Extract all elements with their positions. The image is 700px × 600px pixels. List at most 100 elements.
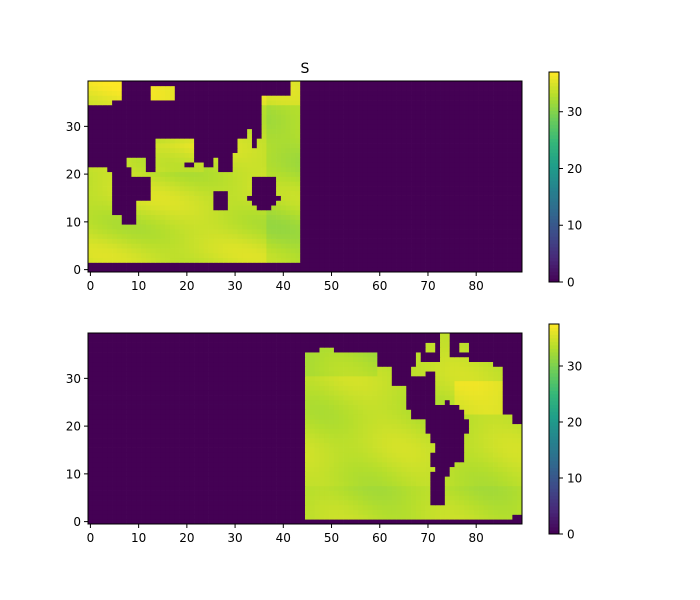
heatmap-cell bbox=[174, 186, 180, 192]
heatmap-cell bbox=[358, 252, 364, 259]
heatmap-cell bbox=[473, 238, 479, 244]
heatmap-cell bbox=[213, 452, 219, 458]
heatmap-cell bbox=[488, 209, 494, 216]
heatmap-cell bbox=[348, 238, 354, 244]
heatmap-cell bbox=[440, 229, 446, 235]
heatmap-cell bbox=[213, 224, 219, 230]
heatmap-cell bbox=[362, 229, 369, 235]
heatmap-cell bbox=[507, 267, 513, 273]
heatmap-cell bbox=[411, 514, 417, 520]
heatmap-cell bbox=[150, 514, 156, 520]
heatmap-cell bbox=[198, 81, 205, 87]
heatmap-cell bbox=[314, 229, 320, 235]
heatmap-cell bbox=[300, 181, 306, 187]
heatmap-cell bbox=[507, 205, 513, 211]
heatmap-cell bbox=[203, 104, 209, 111]
heatmap-cell bbox=[271, 109, 277, 115]
heatmap-cell bbox=[348, 224, 354, 230]
heatmap-cell bbox=[136, 190, 142, 196]
heatmap-cell bbox=[300, 519, 306, 525]
heatmap-cell bbox=[488, 152, 494, 158]
heatmap-cell bbox=[145, 224, 152, 230]
heatmap-cell bbox=[314, 109, 320, 115]
heatmap-cell bbox=[386, 100, 393, 106]
heatmap-cell bbox=[97, 481, 103, 487]
heatmap-cell bbox=[488, 147, 494, 153]
heatmap-cell bbox=[131, 195, 137, 201]
heatmap-cell bbox=[271, 504, 277, 511]
heatmap-cell bbox=[150, 257, 156, 263]
colorbar-segment bbox=[549, 187, 559, 192]
heatmap-cell bbox=[305, 243, 311, 249]
heatmap-cell bbox=[367, 95, 373, 101]
heatmap-cell bbox=[435, 500, 441, 506]
heatmap-cell bbox=[497, 509, 504, 515]
heatmap-cell bbox=[280, 252, 287, 259]
heatmap-cell bbox=[88, 147, 94, 153]
heatmap-cell bbox=[92, 452, 98, 458]
heatmap-cell bbox=[425, 166, 431, 173]
heatmap-cell bbox=[300, 514, 306, 520]
heatmap-cell bbox=[266, 490, 272, 496]
heatmap-cell bbox=[512, 186, 518, 192]
heatmap-cell bbox=[415, 205, 422, 211]
heatmap-cell bbox=[430, 233, 436, 239]
heatmap-cell bbox=[141, 138, 147, 144]
heatmap-cell bbox=[218, 200, 224, 206]
heatmap-cell bbox=[174, 181, 180, 187]
heatmap-cell bbox=[372, 238, 378, 244]
heatmap-cell bbox=[266, 509, 272, 515]
heatmap-cell bbox=[454, 243, 460, 249]
heatmap-cell bbox=[107, 166, 113, 173]
heatmap-cell bbox=[300, 119, 306, 125]
heatmap-cell bbox=[88, 500, 94, 506]
heatmap-cell bbox=[150, 157, 156, 163]
heatmap-cell bbox=[203, 138, 209, 144]
heatmap-cell bbox=[507, 143, 513, 149]
heatmap-cell bbox=[493, 143, 499, 149]
heatmap-cell bbox=[507, 133, 513, 139]
heatmap-cell bbox=[430, 138, 436, 144]
heatmap-cell bbox=[102, 461, 108, 468]
heatmap-cell bbox=[372, 504, 378, 511]
heatmap-cell bbox=[473, 138, 479, 144]
heatmap-cell bbox=[213, 219, 219, 225]
heatmap-cell bbox=[435, 90, 441, 96]
heatmap-cell bbox=[150, 123, 156, 130]
heatmap-cell bbox=[440, 214, 446, 220]
heatmap-cell bbox=[218, 100, 224, 106]
heatmap-cell bbox=[377, 195, 383, 201]
heatmap-cell bbox=[386, 143, 393, 149]
heatmap-cell bbox=[184, 195, 190, 201]
heatmap-cell bbox=[141, 495, 147, 501]
heatmap-cell bbox=[493, 457, 499, 463]
heatmap-cell bbox=[478, 133, 484, 139]
heatmap-cell bbox=[305, 219, 311, 225]
heatmap-cell bbox=[131, 457, 137, 463]
heatmap-cell bbox=[411, 481, 417, 487]
heatmap-cell bbox=[121, 119, 127, 125]
heatmap-cell bbox=[150, 95, 156, 101]
heatmap-cell bbox=[150, 90, 156, 96]
heatmap-cell bbox=[343, 123, 349, 130]
heatmap-cell bbox=[468, 495, 475, 501]
heatmap-cell bbox=[141, 485, 147, 491]
x-tick-label: 30 bbox=[227, 279, 242, 293]
heatmap-cell bbox=[256, 267, 262, 273]
heatmap-cell bbox=[425, 490, 431, 496]
heatmap-cell bbox=[314, 233, 320, 239]
heatmap-cell bbox=[420, 504, 426, 511]
heatmap-cell bbox=[343, 104, 349, 111]
heatmap-cell bbox=[213, 109, 219, 115]
heatmap-cell bbox=[401, 147, 407, 153]
heatmap-cell bbox=[169, 514, 176, 520]
heatmap-cell bbox=[449, 224, 455, 230]
x-tick-label: 80 bbox=[469, 279, 484, 293]
heatmap-cell bbox=[165, 219, 171, 225]
heatmap-cell bbox=[232, 133, 238, 139]
heatmap-cell bbox=[141, 205, 147, 211]
heatmap-cell bbox=[358, 490, 364, 496]
heatmap-cell bbox=[266, 133, 272, 139]
heatmap-cell bbox=[295, 248, 301, 254]
heatmap-cell bbox=[121, 495, 127, 501]
